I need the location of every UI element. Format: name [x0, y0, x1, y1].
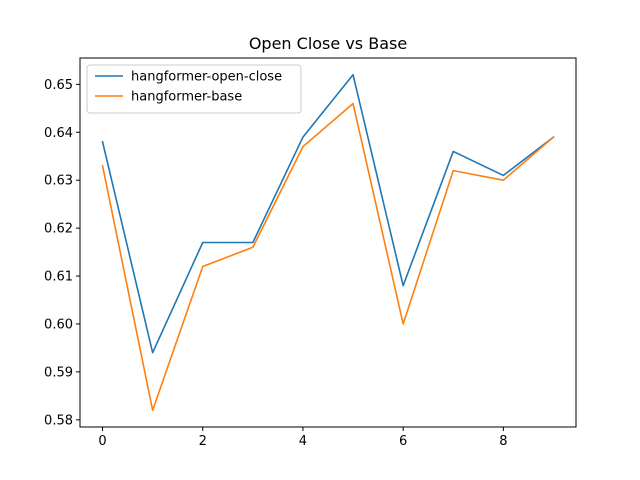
x-tick-label: 0 [98, 434, 106, 449]
y-tick-label: 0.61 [44, 270, 73, 285]
y-tick-label: 0.60 [44, 317, 73, 332]
y-tick-label: 0.63 [44, 174, 73, 189]
series-lines [101, 73, 555, 412]
x-tick-label: 2 [199, 434, 207, 449]
x-tick-label: 8 [499, 434, 507, 449]
y-tick-label: 0.58 [44, 413, 73, 428]
chart-title: Open Close vs Base [249, 34, 407, 53]
y-tick-label: 0.65 [44, 78, 73, 93]
y-axis: 0.58 0.59 0.60 0.61 0.62 0.63 0.64 0.65 [44, 78, 80, 428]
series-line-hangformer-base [101, 102, 555, 412]
y-tick-label: 0.59 [44, 365, 73, 380]
series-line-hangformer-open-close [101, 73, 555, 354]
legend-label: hangformer-open-close [131, 70, 282, 85]
x-tick-label: 6 [399, 434, 407, 449]
plot-area [79, 57, 577, 428]
legend-label: hangformer-base [131, 90, 242, 105]
axes-frame [79, 57, 577, 428]
x-tick-label: 4 [299, 434, 307, 449]
x-axis: 0 2 4 6 8 [98, 427, 507, 449]
legend-box [86, 64, 302, 114]
legend: hangformer-open-close hangformer-base [86, 64, 302, 114]
y-tick-label: 0.62 [44, 222, 73, 237]
y-tick-label: 0.64 [44, 126, 73, 141]
